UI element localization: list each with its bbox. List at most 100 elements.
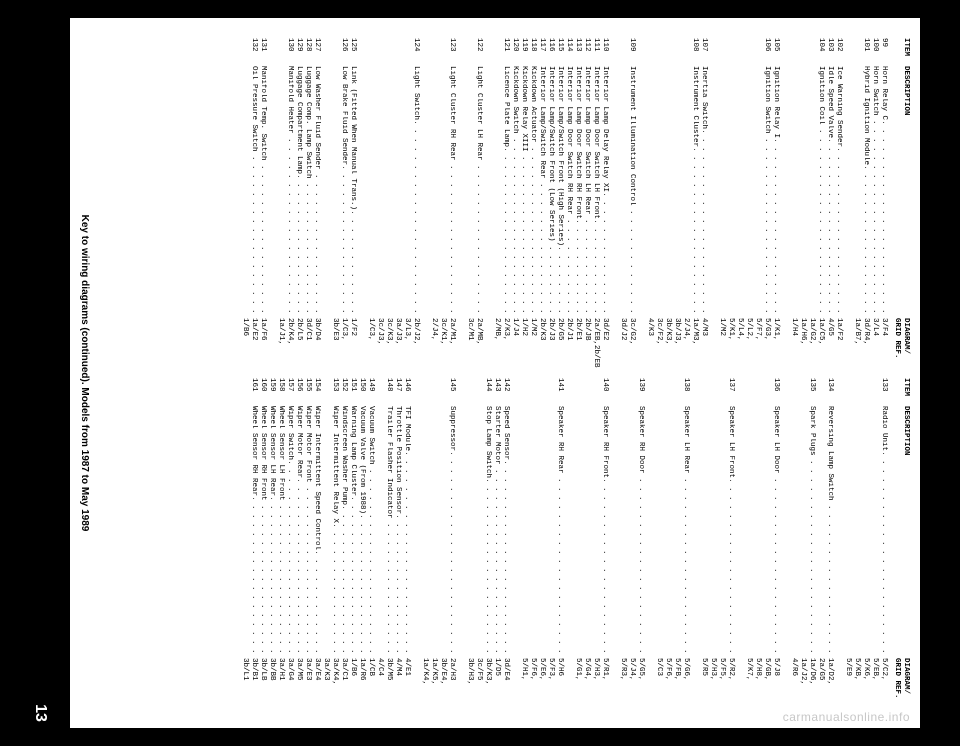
table-row: 147Throttle Position Sensor4/M4: [393, 378, 402, 708]
table-row-continuation: 3c/J3,: [375, 38, 384, 368]
grid-ref: 2a/G5: [816, 654, 825, 708]
table-row: 129Luggage Compartment Lamp2b/L5: [294, 38, 303, 368]
item-description: TFI Module: [402, 406, 411, 654]
grid-ref: 1a/K5,: [429, 654, 438, 708]
header-ref-line2: GRID REF.: [893, 318, 901, 359]
table-row: 102Ice Warning Sender1a/F2: [834, 38, 843, 368]
item-number: 161: [249, 378, 258, 406]
table-row: 114Interior Lamp Door Switch RH Rear2b/J…: [564, 38, 573, 368]
grid-ref: 5/EB,: [870, 654, 879, 708]
table-row: 142Speed Sensor3d/E4: [501, 378, 510, 708]
table-row-continuation: 4/R6: [789, 378, 798, 708]
item-number: 135: [807, 378, 816, 406]
item-number: 126: [339, 38, 348, 66]
item-description: Wheel Sensor LH Rear: [267, 406, 276, 654]
item-description: Ignition Switch: [762, 66, 771, 314]
table-row: 120Kickdown Switch1/J4: [510, 38, 519, 368]
table-row-continuation: 1/H4: [789, 38, 798, 368]
table-row-continuation: 5/KB,: [852, 378, 861, 708]
grid-ref: 3b/K3,: [483, 654, 492, 708]
item-number: 106: [762, 38, 771, 66]
item-description: Speaker RH Door: [636, 406, 645, 654]
item-description: Instrument Illumination Control: [627, 66, 636, 314]
item-number: 128: [303, 38, 312, 66]
grid-ref: 5/R3,: [618, 654, 627, 708]
grid-ref: 3b/E3: [330, 314, 339, 368]
table-row-continuation: 5/F7,: [753, 38, 762, 368]
table-row-continuation: 5/G1,: [573, 378, 582, 708]
item-description: Low Washer Fluid Sender: [312, 66, 321, 314]
grid-ref: 1/F2: [348, 314, 357, 368]
grid-ref: 5/F6,: [663, 654, 672, 708]
grid-ref: 5/FB,: [672, 654, 681, 708]
grid-ref: 3a/H1: [276, 654, 285, 708]
grid-ref: 2a/EB,2b/EB: [591, 314, 600, 368]
grid-ref: 4/C4: [375, 654, 384, 708]
item-description: Oil Pressure Switch: [249, 66, 258, 314]
page-root: ITEM DESCRIPTION DIAGRAM/ GRID REF. 99Ho…: [0, 0, 960, 746]
grid-ref: 3c/G2,: [627, 314, 636, 368]
row-gap: [708, 38, 717, 368]
row-gap: [456, 378, 465, 708]
grid-ref: 2b/J2,: [411, 314, 420, 368]
grid-ref: 3d/E2: [600, 314, 609, 368]
table-row: 157Wiper Switch3a/G4: [285, 378, 294, 708]
item-description: Interior Lamp/Switch Front (High Series): [555, 66, 564, 314]
grid-ref: 3a/G4: [285, 654, 294, 708]
table-row-continuation: 5/F6,: [528, 378, 537, 708]
item-description: Wheel Sensor RH Front: [258, 406, 267, 654]
table-row-continuation: 3c/F2,: [654, 38, 663, 368]
item-number: 117: [537, 38, 546, 66]
table-row-continuation: 5/EB,: [870, 378, 879, 708]
item-description: Warning Lamp Cluster: [348, 406, 357, 654]
item-number: 109: [627, 38, 636, 66]
grid-ref: 1/H2: [519, 314, 528, 368]
grid-ref: 5/G6,: [681, 654, 690, 708]
item-description: Interior Lamp/Switch Front (Low Series): [546, 66, 555, 314]
table-row-continuation: 1a/K5,: [429, 378, 438, 708]
row-gap: [564, 378, 573, 708]
grid-ref: 3a/J3,: [393, 314, 402, 368]
item-number: 114: [564, 38, 573, 66]
item-description: Stop Lamp Switch: [483, 406, 492, 654]
grid-ref: 5/F7,: [753, 314, 762, 368]
grid-ref: 3c/J3,: [375, 314, 384, 368]
grid-ref: 5/K1,: [726, 314, 735, 368]
table-row: 140Speaker RH Front5/R1,: [600, 378, 609, 708]
grid-ref: 3/L4: [870, 314, 879, 368]
row-gap: [267, 38, 276, 368]
table-row-continuation: 5/H8,: [753, 378, 762, 708]
grid-ref: 4/G5: [825, 314, 834, 368]
item-number: 111: [591, 38, 600, 66]
table-row: 154Wiper Intermittent Speed Control3a/E4: [312, 378, 321, 708]
left-column-header: ITEM DESCRIPTION DIAGRAM/ GRID REF.: [888, 38, 910, 368]
table-row-continuation: 5/GB,: [762, 378, 771, 708]
item-description: Horn Switch: [870, 66, 879, 314]
item-number: 158: [276, 378, 285, 406]
grid-ref: 3b/BB: [267, 654, 276, 708]
grid-ref: 3d/E4: [501, 654, 510, 708]
item-description: Wheel Sensor LH Front: [276, 406, 285, 654]
grid-ref: 1a/K4,: [420, 654, 429, 708]
grid-ref: 5/J8: [771, 654, 780, 708]
item-description: Kickdown Relay XIII: [519, 66, 528, 314]
grid-ref: 2b/E1: [573, 314, 582, 368]
table-row-continuation: 3a/K3: [321, 378, 330, 708]
table-row-continuation: 5/F3,: [546, 378, 555, 708]
grid-ref: 5/R1,: [600, 654, 609, 708]
table-row-continuation: 5/L4,: [735, 38, 744, 368]
grid-ref: 1/M2: [717, 314, 726, 368]
row-gap: [780, 378, 789, 708]
item-description: Interior Lamp/Switch Rear: [537, 66, 546, 314]
row-gap: [735, 378, 744, 708]
table-row: 108Instrument Cluster1a/M3,: [690, 38, 699, 368]
item-number: 121: [501, 38, 510, 66]
item-description: Kickdown Switch: [510, 66, 519, 314]
grid-ref: 5/E9: [843, 654, 852, 708]
table-row: 134Reversing Lamp Switch1a/D2,: [825, 378, 834, 708]
table-row-continuation: 3c/F5: [474, 378, 483, 708]
grid-ref: 2/MB,: [492, 314, 501, 368]
row-gap: [456, 38, 465, 368]
watermark-text: carmanualsonline.info: [783, 710, 910, 724]
item-number: 136: [771, 378, 780, 406]
